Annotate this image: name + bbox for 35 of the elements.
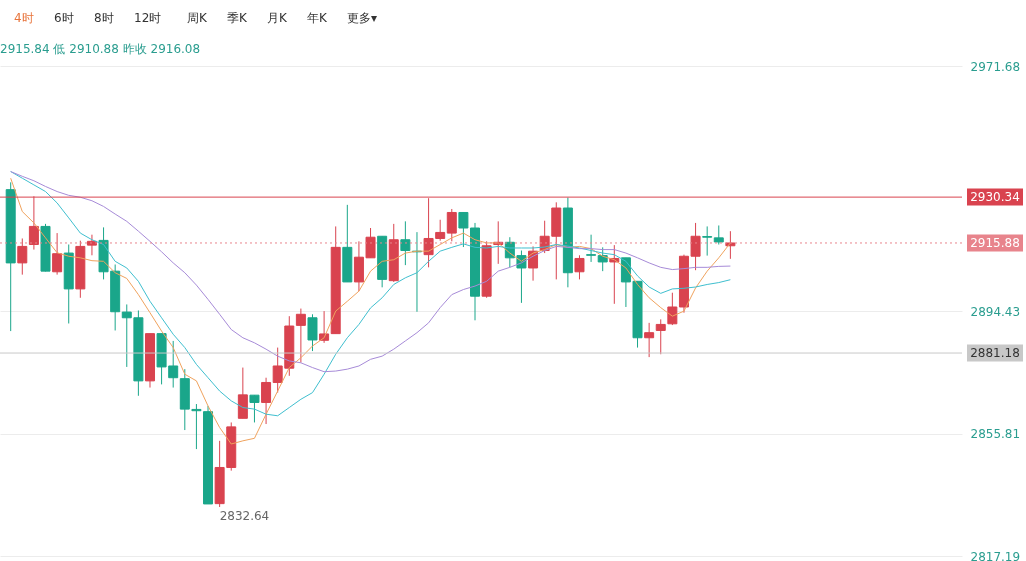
candlestick <box>655 318 666 355</box>
line-series <box>10 171 731 373</box>
annotation: 2832.64 <box>219 509 270 523</box>
candlestick <box>702 225 713 257</box>
candlestick <box>586 234 597 263</box>
ref-line-label: 2930.34 <box>970 190 1020 205</box>
candlestick <box>17 237 28 276</box>
y-tick-label: 2855.81 <box>970 427 1021 442</box>
candlestick <box>249 394 260 423</box>
text: 2915.84 低 2910.88 昨收 2916.08 <box>0 42 201 56</box>
y-tick-label: 2971.68 <box>970 59 1021 74</box>
text: 更多▾ <box>347 11 378 25</box>
text: 8时 <box>94 11 114 25</box>
text: 月K <box>267 11 288 25</box>
candlestick <box>295 308 306 363</box>
candlestick <box>574 254 585 280</box>
candlestick <box>307 313 318 352</box>
candlestick <box>713 224 724 245</box>
text: 6时 <box>54 11 74 25</box>
candlestick <box>644 322 655 358</box>
text: 4时 <box>14 11 34 25</box>
y-tick-label: 2894.43 <box>970 304 1021 319</box>
candlestick <box>237 367 248 419</box>
candlestick <box>52 232 63 276</box>
candlestick <box>400 220 411 266</box>
y-tick-label: 2817.19 <box>970 549 1021 561</box>
candlestick <box>446 208 457 242</box>
text: 季K <box>227 11 248 25</box>
text: 年K <box>307 11 328 25</box>
text: 周K <box>187 11 208 25</box>
text: 12时 <box>134 11 162 25</box>
candlestick <box>667 292 678 326</box>
candlestick <box>261 377 272 425</box>
ref-line-label: 2881.18 <box>970 346 1020 361</box>
ref-line-label: 2915.88 <box>970 235 1020 250</box>
